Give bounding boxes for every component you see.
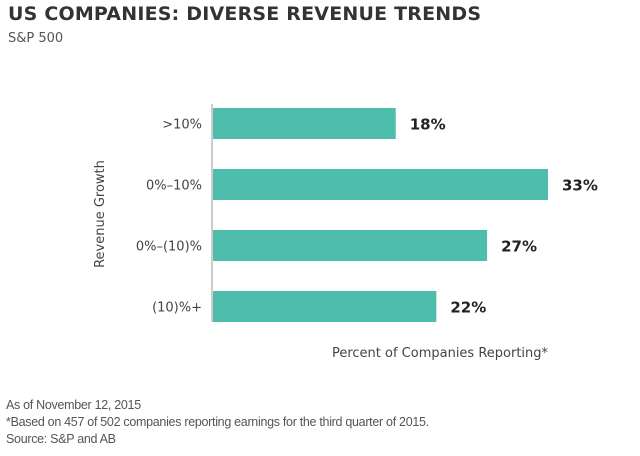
bar-3 [213,291,437,322]
date-note: As of November 12, 2015 [6,398,141,412]
chart-title: US COMPANIES: DIVERSE REVENUE TRENDS [8,3,482,25]
category-label: >10% [162,118,202,133]
source-note: Source: S&P and AB [6,432,116,446]
bar-1 [213,169,548,200]
data-label: 33% [562,177,598,195]
category-label: (10)%+ [152,301,202,316]
bar-2 [213,230,488,261]
data-label: 22% [450,299,486,317]
data-label: 18% [410,116,446,134]
bars-group: >10% 18% 0%–10% 33% 0%–(10)% 27% (10)%+ 22% [136,108,598,322]
x-axis-label: Percent of Companies Reporting* [332,346,549,361]
category-label: 0%–(10)% [136,240,202,255]
footnote: *Based on 457 of 502 companies reporting… [6,415,429,429]
data-label: 27% [501,238,537,256]
chart-subtitle: S&P 500 [8,31,64,46]
y-axis-label: Revenue Growth [93,160,108,268]
category-label: 0%–10% [146,179,202,194]
bar-0 [213,108,396,139]
